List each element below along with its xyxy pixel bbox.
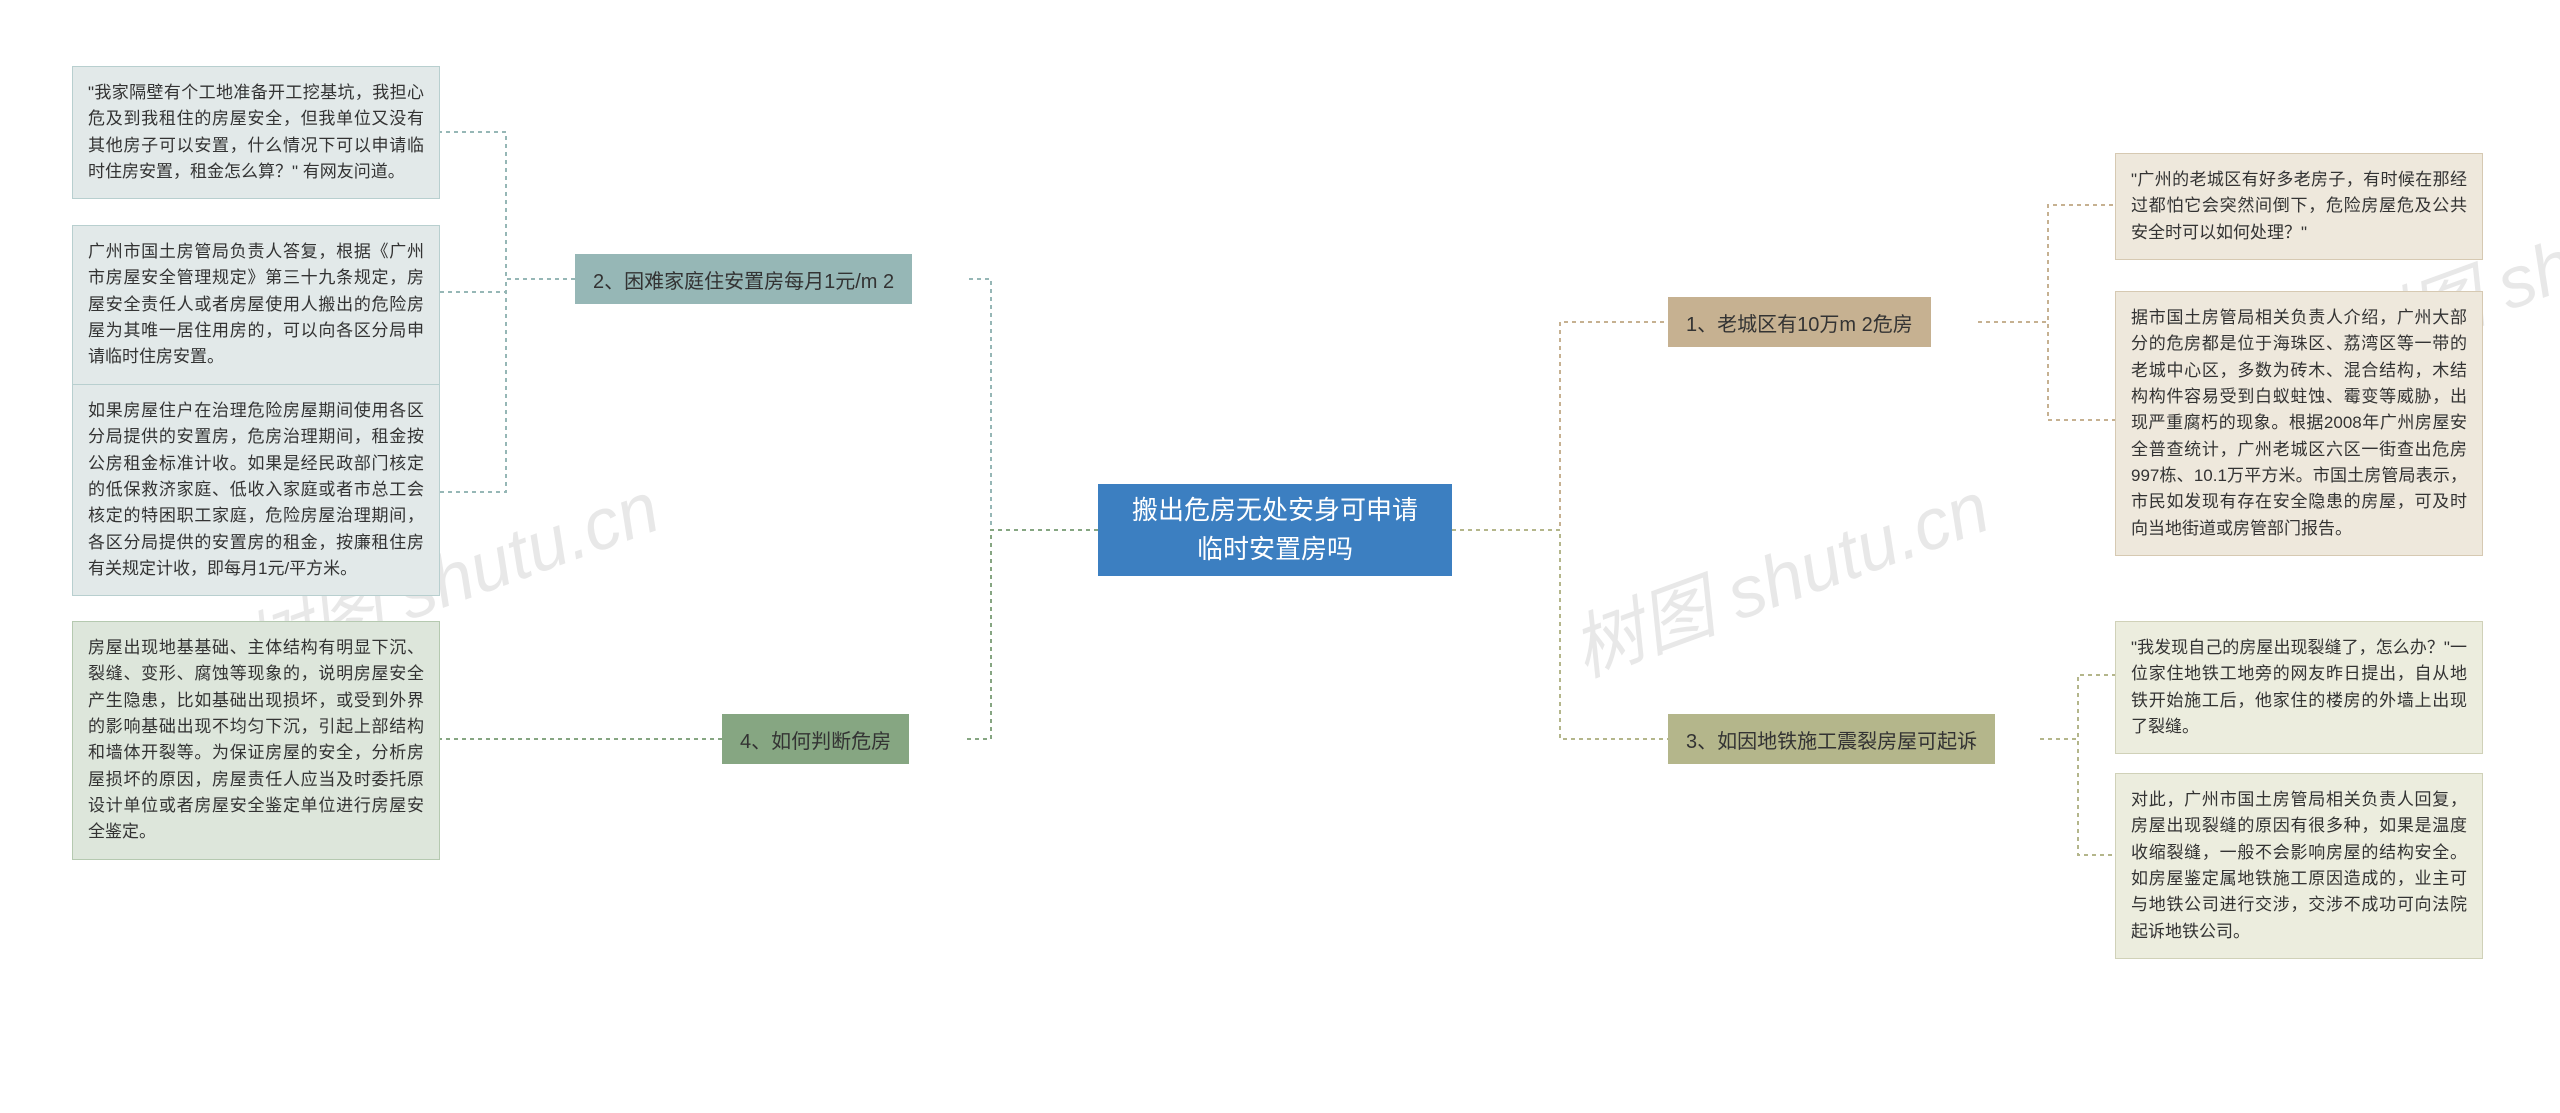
branch-2: 2、困难家庭住安置房每月1元/m 2 — [575, 254, 912, 304]
leaf-2a: "我家隔壁有个工地准备开工挖基坑，我担心危及到我租住的房屋安全，但我单位又没有其… — [72, 66, 440, 199]
center-title: 搬出危房无处安身可申请 临时安置房吗 — [1132, 491, 1418, 569]
leaf-1b: 据市国土房管局相关负责人介绍，广州大部分的危房都是位于海珠区、荔湾区等一带的老城… — [2115, 291, 2483, 556]
center-node: 搬出危房无处安身可申请 临时安置房吗 — [1098, 484, 1452, 576]
branch-4: 4、如何判断危房 — [722, 714, 909, 764]
watermark: 树图 shutu.cn — [1555, 449, 2001, 697]
leaf-1a: "广州的老城区有好多老房子，有时候在那经过都怕它会突然间倒下，危险房屋危及公共安… — [2115, 153, 2483, 260]
leaf-2c: 如果房屋住户在治理危险房屋期间使用各区分局提供的安置房，危房治理期间，租金按公房… — [72, 384, 440, 596]
leaf-3b: 对此，广州市国土房管局相关负责人回复，房屋出现裂缝的原因有很多种，如果是温度收缩… — [2115, 773, 2483, 959]
leaf-3a: "我发现自己的房屋出现裂缝了，怎么办？"一位家住地铁工地旁的网友昨日提出，自从地… — [2115, 621, 2483, 754]
leaf-4a: 房屋出现地基基础、主体结构有明显下沉、裂缝、变形、腐蚀等现象的，说明房屋安全产生… — [72, 621, 440, 860]
branch-1: 1、老城区有10万m 2危房 — [1668, 297, 1931, 347]
leaf-2b: 广州市国土房管局负责人答复，根据《广州市房屋安全管理规定》第三十九条规定，房屋安… — [72, 225, 440, 385]
branch-3: 3、如因地铁施工震裂房屋可起诉 — [1668, 714, 1995, 764]
